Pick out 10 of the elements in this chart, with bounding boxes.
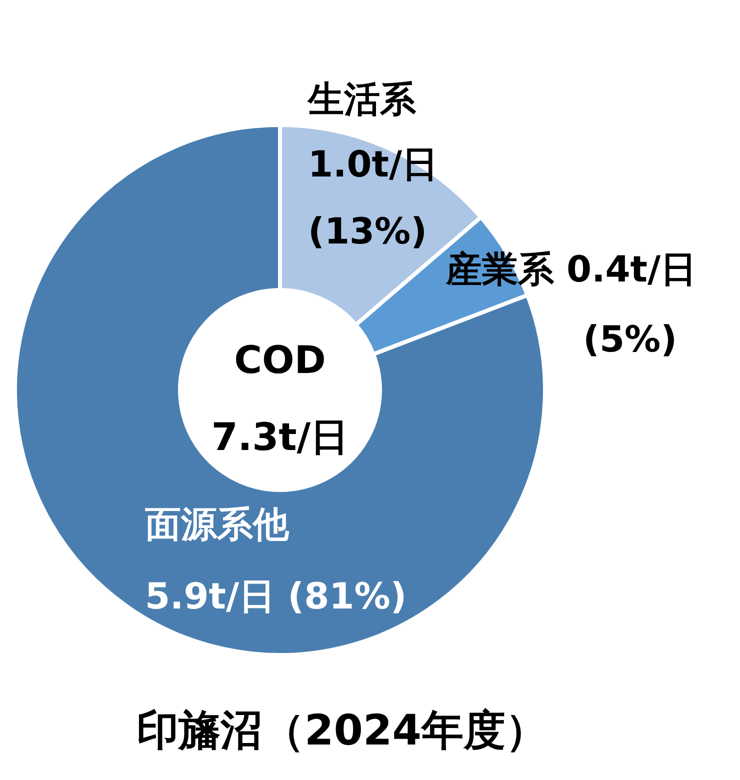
slice-label: 産業系 0.4t/日 xyxy=(445,250,697,290)
text: 印旛沼（2024年度） xyxy=(136,706,548,754)
text: COD xyxy=(234,338,326,382)
text: (13%) xyxy=(308,212,428,252)
slice-label: 面源系他 xyxy=(145,504,290,546)
slice-label: 生活系 xyxy=(307,80,417,120)
text: (5%) xyxy=(583,320,678,360)
data-label: 1.0t/日 xyxy=(308,144,438,186)
text: 5.9t/日 (81%) xyxy=(145,576,407,618)
text: 7.3t/日 xyxy=(211,415,349,459)
